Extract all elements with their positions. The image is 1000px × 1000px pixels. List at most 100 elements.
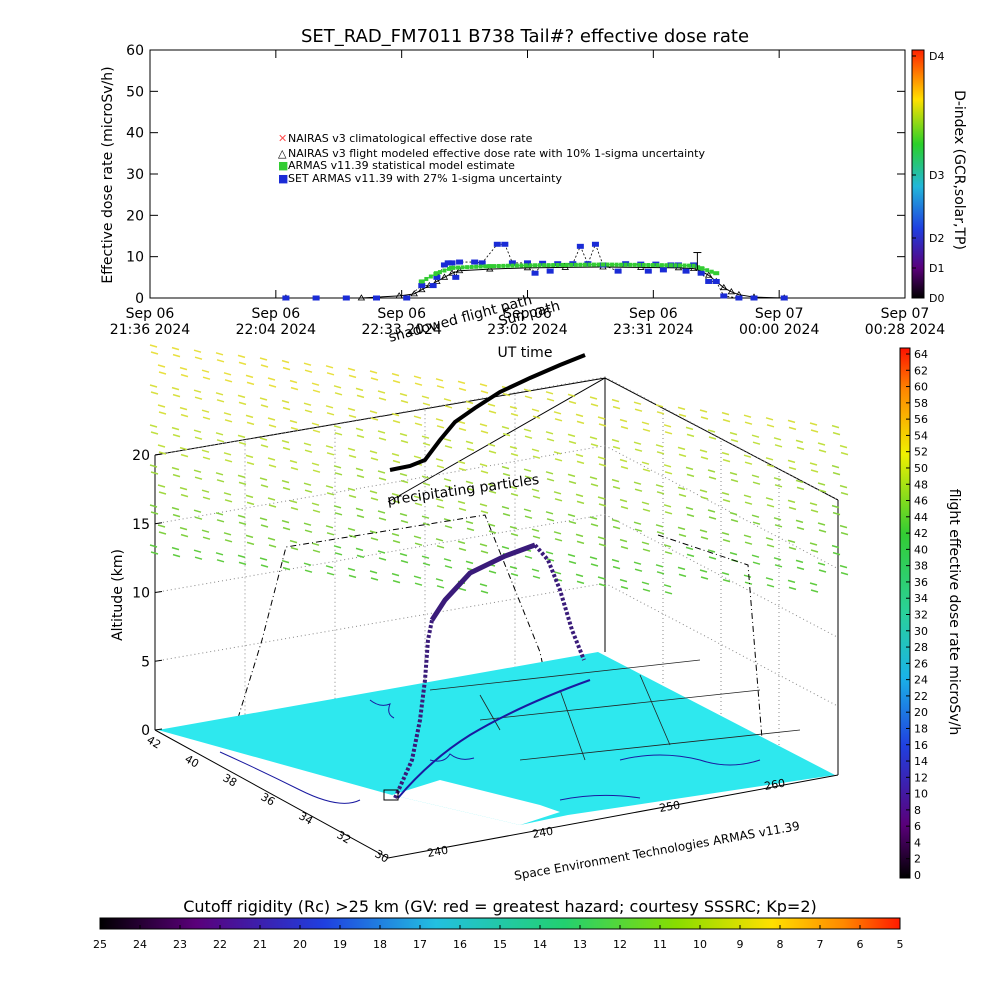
series-marker	[442, 268, 447, 273]
series-marker	[519, 263, 524, 268]
particle-dash	[568, 560, 577, 565]
particle-dash	[545, 551, 554, 555]
particle-dash	[157, 444, 166, 448]
d-index-tick-label: D3	[929, 169, 944, 182]
particle-dash	[304, 569, 313, 573]
particle-dash	[267, 497, 276, 501]
particle-dash	[201, 489, 210, 493]
particle-dash	[457, 500, 466, 505]
particle-dash	[590, 483, 599, 487]
particle-dash	[466, 447, 475, 452]
particle-dash	[303, 442, 312, 446]
y-tick-label: 50	[126, 84, 144, 100]
particle-dash	[598, 583, 607, 587]
particle-dash	[685, 426, 694, 431]
particle-dash	[172, 353, 181, 358]
series-marker	[709, 269, 714, 274]
particle-dash	[370, 417, 379, 421]
particle-dash	[312, 469, 321, 473]
particle-dash	[215, 472, 224, 476]
particle-dash	[325, 365, 334, 369]
particle-dash	[444, 565, 453, 569]
particle-dash	[831, 424, 840, 429]
particle-dash	[730, 478, 739, 483]
legend-entry: △ NAIRAS v3 flight modeled effective dos…	[278, 147, 705, 160]
particle-dash	[311, 382, 320, 386]
particle-dash	[347, 487, 356, 492]
particle-dash	[457, 420, 466, 425]
particle-dash	[443, 398, 452, 402]
series-marker	[668, 263, 673, 268]
particle-dash	[502, 432, 511, 437]
legend-marker-red: ✕	[278, 132, 287, 145]
particle-dash	[267, 457, 276, 461]
particle-dash	[479, 383, 488, 387]
ocean-area	[392, 780, 560, 825]
particle-dash	[796, 566, 805, 571]
y-axis-label: Effective dose rate (microSv/h)	[100, 66, 116, 283]
x-tick-label: Sep 07	[755, 306, 804, 322]
particle-dash	[414, 382, 423, 386]
particle-dash	[289, 419, 298, 424]
particle-dash	[443, 558, 452, 562]
particle-dash	[707, 429, 716, 433]
particle-dash	[149, 504, 158, 508]
particle-dash	[752, 561, 761, 565]
dose-tick-label: 16	[914, 739, 928, 752]
particle-dash	[743, 414, 752, 418]
particle-dash	[325, 445, 334, 449]
series-marker	[471, 259, 479, 265]
particle-dash	[752, 521, 761, 525]
altitude-tick-label: 0	[141, 723, 150, 739]
particle-dash	[488, 490, 497, 494]
particle-dash	[743, 574, 752, 578]
particle-dash	[326, 372, 335, 376]
particle-dash	[282, 566, 291, 571]
particle-dash	[576, 500, 585, 505]
particle-dash	[554, 538, 563, 542]
particle-dash	[774, 484, 783, 488]
particle-dash	[391, 412, 400, 417]
series-marker	[465, 265, 470, 270]
particle-dash	[509, 405, 518, 410]
particle-dash	[752, 441, 761, 445]
particle-dash	[546, 518, 555, 522]
dose-tick-label: 26	[914, 657, 928, 670]
particle-dash	[391, 372, 400, 377]
particle-dash	[369, 450, 378, 454]
particle-dash	[421, 395, 430, 399]
particle-dash	[259, 357, 268, 361]
particle-dash	[721, 451, 730, 456]
particle-dash	[634, 408, 643, 412]
particle-dash	[224, 499, 233, 503]
rc-tick-label: 14	[533, 938, 547, 951]
particle-dash	[202, 496, 211, 500]
particle-dash	[237, 434, 246, 439]
particle-dash	[524, 435, 533, 439]
particle-dash	[787, 419, 796, 424]
particle-dash	[400, 519, 409, 524]
state-borders	[429, 659, 801, 761]
particle-dash	[788, 586, 797, 591]
series-marker	[705, 268, 710, 273]
y-tick-label: 0	[135, 291, 144, 307]
series-marker	[582, 262, 587, 267]
particle-dash	[289, 379, 298, 384]
particle-dash	[730, 438, 739, 443]
particle-dash	[839, 484, 848, 489]
series-marker	[614, 262, 619, 267]
particle-dash	[245, 494, 254, 499]
particle-dash	[421, 555, 430, 559]
particle-dash	[546, 438, 555, 442]
particle-dash	[378, 517, 387, 521]
particle-dash	[553, 451, 562, 455]
particle-dash	[180, 453, 189, 458]
particle-dash	[414, 582, 423, 586]
series-marker	[682, 263, 687, 268]
series-marker	[623, 262, 628, 267]
longitude-tick-label: 240	[426, 844, 449, 860]
particle-dash	[377, 470, 386, 474]
particle-dash	[245, 374, 254, 379]
particle-dash	[422, 482, 431, 486]
particle-dash	[590, 523, 599, 527]
